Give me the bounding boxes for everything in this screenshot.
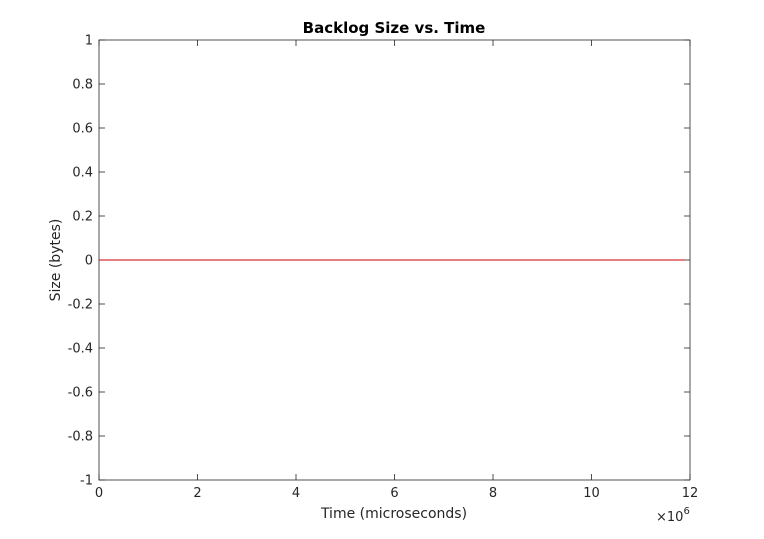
y-tick-label: -1 [80, 474, 93, 489]
y-tick-label: 0 [85, 254, 93, 269]
x-tick-label: 2 [193, 486, 201, 501]
y-tick-label: -0.4 [68, 342, 93, 357]
y-axis-ticks: -1 -0.8 -0.6 -0.4 -0.2 0 0.2 0.4 0.6 0.8 1 [68, 34, 690, 489]
x-axis-exponent: ×106 [656, 506, 690, 525]
y-tick-label: 0.6 [72, 122, 93, 137]
y-axis-label: Size (bytes) [48, 219, 64, 302]
y-tick-label: 0.8 [72, 78, 93, 93]
x-axis-exponent-base: ×10 [656, 510, 683, 525]
x-tick-label: 8 [489, 486, 497, 501]
y-tick-label: -0.2 [68, 298, 93, 313]
y-tick-label: -0.8 [68, 430, 93, 445]
x-tick-label: 4 [292, 486, 300, 501]
x-tick-label: 10 [583, 486, 600, 501]
x-tick-label: 6 [390, 486, 398, 501]
y-tick-label: 0.2 [72, 210, 93, 225]
x-tick-label: 0 [95, 486, 103, 501]
axes: 0 2 4 6 8 10 12 -1 -0.8 -0.6 -0.4 -0.2 0 0.2 0.4 0.6 0.… [68, 34, 699, 502]
x-axis-exponent-power: 6 [683, 506, 689, 517]
y-tick-label: 1 [85, 34, 93, 49]
x-axis-ticks: 0 2 4 6 8 10 12 [95, 40, 698, 501]
y-tick-label: -0.6 [68, 386, 93, 401]
chart-title: Backlog Size vs. Time [303, 19, 486, 37]
x-axis-label: Time (microseconds) [320, 506, 467, 522]
y-tick-label: 0.4 [72, 166, 93, 181]
x-tick-label: 12 [682, 486, 699, 501]
